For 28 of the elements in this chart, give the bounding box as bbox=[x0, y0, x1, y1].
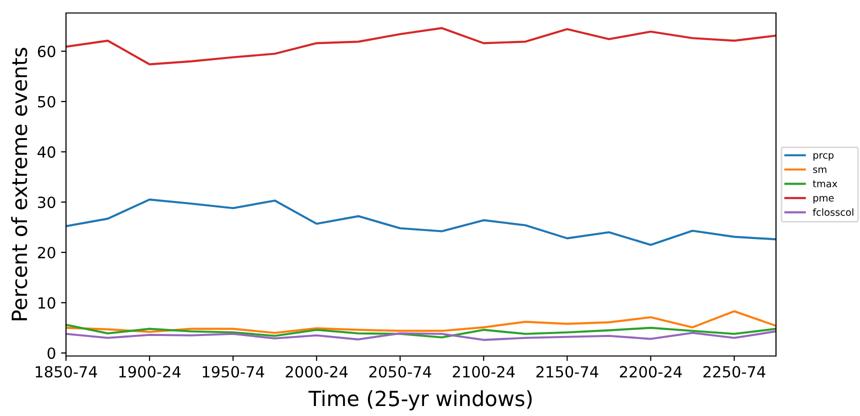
x-tick-label: 2200-24 bbox=[620, 366, 682, 378]
line-series bbox=[66, 330, 776, 341]
line-series bbox=[66, 198, 776, 246]
legend-label: tmax bbox=[812, 180, 838, 188]
x-tick-label: 1850-74 bbox=[36, 366, 98, 378]
legend-label: prcp bbox=[813, 153, 834, 161]
x-tick-label: 2250-74 bbox=[703, 366, 766, 378]
line-series bbox=[66, 324, 776, 338]
x-axis-title: Time (25-yr windows) bbox=[308, 390, 532, 410]
y-tick-label: 20 bbox=[38, 246, 56, 258]
x-tick-label: 1900-24 bbox=[119, 366, 181, 378]
line-series bbox=[66, 27, 776, 66]
legend-label: sm bbox=[813, 167, 826, 174]
x-tick-label: 2150-74 bbox=[536, 366, 598, 378]
x-tick-label: 2000-24 bbox=[286, 366, 348, 378]
y-tick-label: 60 bbox=[38, 46, 56, 58]
x-tick-label: 2100-24 bbox=[452, 366, 515, 378]
y-tick-label: 30 bbox=[38, 196, 56, 208]
y-tick-label: 40 bbox=[38, 146, 56, 158]
y-axis-title: Percent of extreme events bbox=[11, 48, 28, 320]
y-tick-label: 50 bbox=[38, 96, 56, 108]
line-series bbox=[66, 310, 776, 334]
legend-label: fclosscol bbox=[812, 208, 854, 216]
x-tick-label: 1950-74 bbox=[202, 366, 264, 378]
y-tick-label: 0 bbox=[48, 347, 56, 360]
legend-label: pme bbox=[813, 196, 834, 204]
y-tick-label: 10 bbox=[38, 297, 56, 309]
x-tick-label: 2050-74 bbox=[369, 366, 432, 378]
